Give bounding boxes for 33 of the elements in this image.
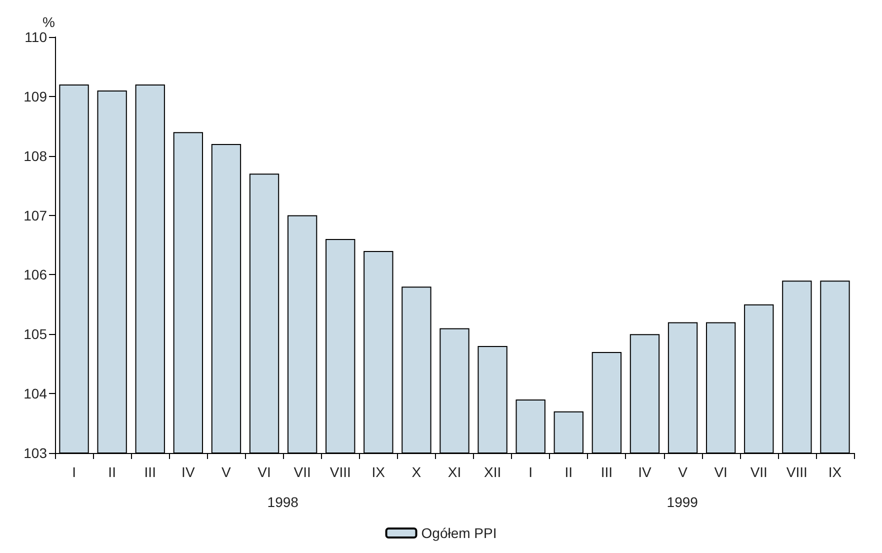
y-tick-label: 106	[24, 266, 48, 283]
y-tick-label: 104	[24, 386, 48, 402]
x-tick-label: VII	[294, 464, 311, 480]
x-tick-label: I	[528, 464, 533, 480]
x-tick-label: VIII	[330, 464, 351, 480]
legend-label: Ogółem PPI	[421, 525, 497, 541]
y-tick-label: 107	[24, 207, 48, 224]
y-tick-label: 108	[24, 148, 48, 164]
x-tick-label: III	[600, 464, 613, 480]
x-tick-label: X	[412, 464, 422, 480]
x-tick-label: XII	[484, 464, 502, 480]
y-tick-label: 103	[24, 445, 48, 461]
text: 1999	[666, 494, 698, 510]
x-tick-label: VI	[258, 464, 271, 480]
y-tick-label: 110	[24, 29, 48, 45]
y-tick-label: 109	[24, 88, 48, 104]
y-axis-title: %	[42, 14, 55, 30]
x-tick-label: IX	[828, 464, 842, 480]
x-tick-label: V	[678, 464, 688, 480]
x-tick-label: IV	[182, 464, 196, 480]
y-tick-label: 105	[24, 326, 48, 342]
x-tick-label: VIII	[786, 464, 808, 480]
x-tick-label: V	[222, 464, 232, 480]
x-tick-label: XI	[448, 464, 462, 480]
x-tick-label: VII	[750, 464, 768, 480]
x-tick-label: IX	[372, 464, 386, 480]
x-tick-label: II	[564, 464, 573, 480]
x-tick-label: VI	[714, 464, 728, 480]
x-tick-label: I	[72, 464, 76, 480]
x-tick-label: III	[144, 464, 156, 480]
x-tick-label: IV	[638, 464, 652, 480]
text: 1998	[267, 494, 299, 510]
x-tick-label: II	[108, 464, 116, 480]
